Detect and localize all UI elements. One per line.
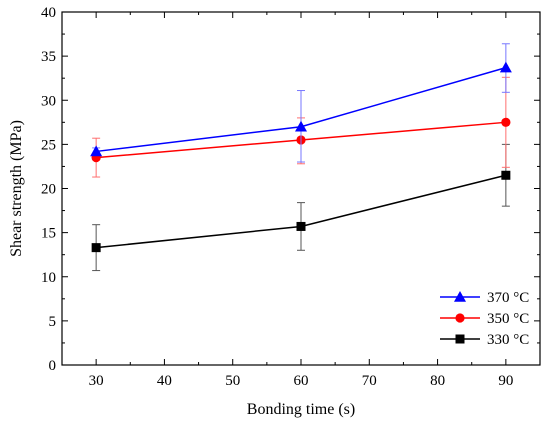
data-point: [296, 221, 306, 231]
y-tick-label: 20: [41, 182, 56, 198]
y-tick-label: 0: [49, 358, 57, 374]
axis-ticks: 30 40 50 60 70 80 90 0 5 10 15 20 25 30 35 40: [41, 5, 540, 389]
legend-marker: [455, 313, 465, 323]
data-point: [295, 120, 307, 132]
x-tick-label: 50: [225, 373, 240, 389]
y-tick-label: 15: [41, 226, 56, 242]
x-tick-label: 90: [498, 373, 513, 389]
x-tick-label: 40: [157, 373, 172, 389]
legend-marker: [455, 334, 465, 344]
y-tick-label: 30: [41, 93, 56, 109]
series-square: [91, 143, 511, 272]
y-tick-label: 40: [41, 5, 56, 21]
legend-marker: [454, 291, 466, 302]
y-tick-label: 5: [49, 314, 57, 330]
legend-label: 330 °C: [487, 332, 529, 348]
x-tick-label: 70: [362, 373, 377, 389]
x-tick-label: 60: [294, 373, 309, 389]
legend-label: 350 °C: [487, 311, 529, 327]
legend: 370 °C 350 °C 330 °C: [440, 290, 529, 348]
x-tick-label: 80: [430, 373, 445, 389]
plot-marks: [90, 43, 512, 272]
data-point: [499, 61, 512, 73]
x-axis-title: Bonding time (s): [247, 401, 355, 418]
data-point: [90, 145, 103, 157]
series-triangle: [90, 43, 512, 163]
legend-label: 370 °C: [487, 290, 529, 306]
y-tick-label: 25: [41, 137, 56, 153]
y-axis-title: Shear strength (MPa): [8, 120, 25, 257]
y-tick-label: 10: [41, 270, 56, 286]
y-tick-label: 35: [41, 49, 56, 65]
data-point: [501, 170, 511, 180]
plot-frame: [61, 11, 541, 366]
data-point: [91, 243, 101, 253]
data-point: [501, 117, 511, 127]
x-tick-label: 30: [89, 373, 104, 389]
